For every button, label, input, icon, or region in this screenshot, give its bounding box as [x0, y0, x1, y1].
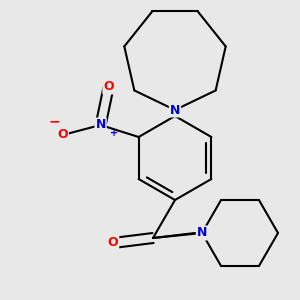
Text: N: N — [170, 103, 180, 116]
Text: N: N — [95, 118, 106, 131]
Text: N: N — [197, 226, 207, 239]
Text: +: + — [110, 128, 118, 138]
Text: O: O — [108, 236, 118, 250]
Text: O: O — [103, 80, 114, 94]
Text: O: O — [57, 128, 68, 142]
Text: −: − — [49, 114, 60, 128]
